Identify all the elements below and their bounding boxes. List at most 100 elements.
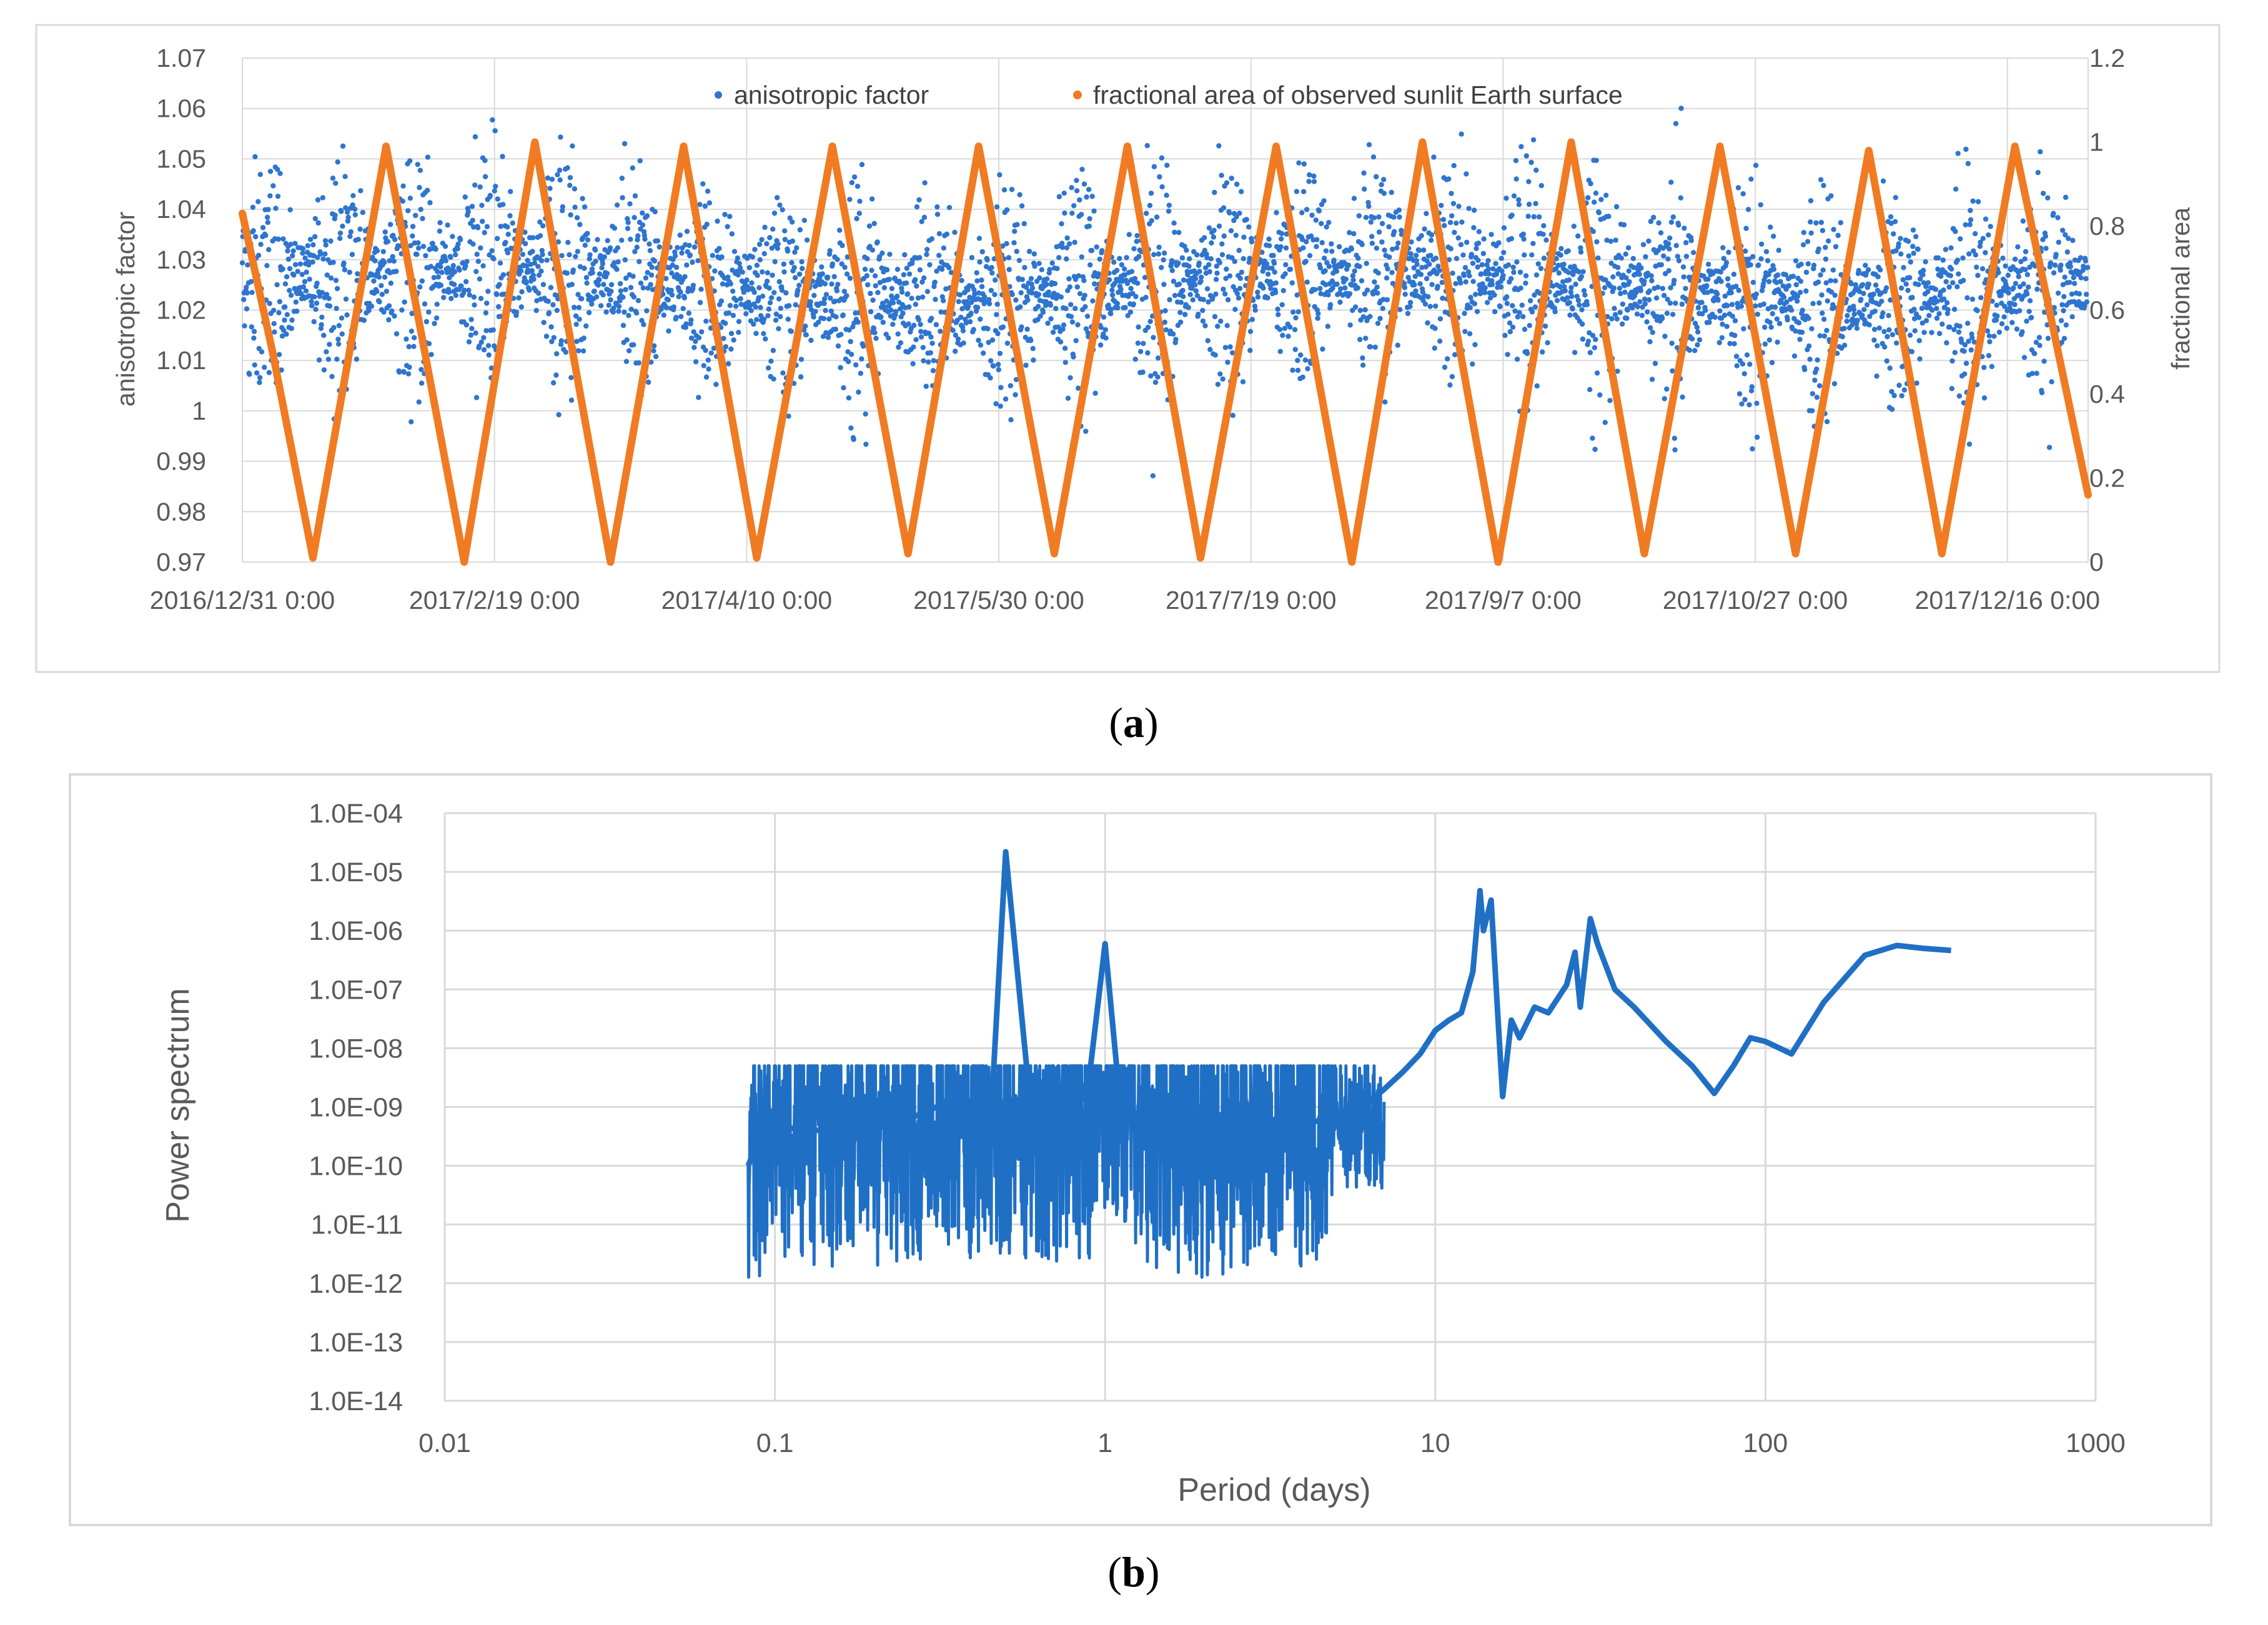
anisotropic-factor-point: [1265, 295, 1270, 301]
anisotropic-factor-point: [450, 234, 455, 239]
anisotropic-factor-point: [1511, 193, 1517, 199]
anisotropic-factor-point: [1705, 262, 1711, 267]
anisotropic-factor-point: [1642, 301, 1648, 307]
anisotropic-factor-point: [500, 272, 507, 278]
anisotropic-factor-point: [433, 315, 440, 321]
anisotropic-factor-point: [1092, 281, 1097, 287]
anisotropic-factor-point: [872, 273, 878, 279]
anisotropic-factor-point: [1357, 337, 1363, 342]
anisotropic-factor-point: [998, 403, 1003, 409]
anisotropic-factor-point: [1061, 322, 1067, 328]
chart-a-frame: [35, 24, 2221, 673]
anisotropic-factor-point: [259, 349, 265, 355]
anisotropic-factor-point: [1742, 397, 1748, 402]
anisotropic-factor-point: [1129, 269, 1135, 274]
anisotropic-factor-point: [434, 302, 440, 307]
anisotropic-factor-point: [896, 344, 901, 350]
anisotropic-factor-point: [1094, 244, 1099, 250]
anisotropic-factor-point: [844, 293, 849, 299]
anisotropic-factor-point: [1981, 395, 1988, 401]
anisotropic-factor-point: [2012, 302, 2018, 307]
anisotropic-factor-point: [1662, 333, 1668, 339]
anisotropic-factor-point: [1510, 324, 1516, 330]
anisotropic-factor-point: [1978, 295, 1984, 300]
anisotropic-factor-point: [1818, 177, 1824, 182]
anisotropic-factor-point: [352, 206, 358, 212]
anisotropic-factor-point: [1132, 275, 1138, 282]
anisotropic-factor-point: [977, 259, 983, 265]
anisotropic-factor-point: [1550, 283, 1556, 289]
anisotropic-factor-point: [808, 337, 814, 343]
anisotropic-factor-point: [1482, 290, 1488, 295]
anisotropic-factor-point: [690, 259, 695, 265]
anisotropic-factor-point: [1304, 239, 1309, 245]
anisotropic-factor-point: [785, 317, 791, 322]
anisotropic-factor-point: [1508, 235, 1515, 242]
anisotropic-factor-point: [1523, 153, 1529, 159]
anisotropic-factor-point: [721, 335, 726, 342]
anisotropic-factor-point: [1826, 238, 1831, 244]
anisotropic-factor-point: [389, 308, 395, 314]
anisotropic-factor-point: [1437, 338, 1443, 344]
anisotropic-factor-point: [668, 287, 674, 294]
anisotropic-factor-point: [334, 357, 340, 362]
anisotropic-factor-point: [710, 253, 716, 259]
anisotropic-factor-point: [1840, 333, 1845, 340]
anisotropic-factor-point: [1475, 264, 1480, 270]
anisotropic-factor-point: [1901, 387, 1908, 393]
anisotropic-factor-point: [691, 244, 698, 250]
anisotropic-factor-point: [349, 252, 355, 257]
anisotropic-factor-point: [2046, 445, 2053, 450]
anisotropic-factor-point: [1471, 225, 1477, 230]
anisotropic-factor-point: [1592, 199, 1597, 205]
anisotropic-factor-point: [536, 272, 542, 278]
anisotropic-factor-point: [1596, 210, 1602, 215]
anisotropic-factor-point: [1468, 295, 1473, 300]
anisotropic-factor-point: [1673, 243, 1679, 249]
anisotropic-factor-point: [1037, 314, 1043, 319]
anisotropic-factor-point: [851, 437, 856, 442]
anisotropic-factor-point: [1610, 274, 1616, 280]
anisotropic-factor-point: [570, 267, 576, 273]
anisotropic-factor-point: [1064, 235, 1070, 241]
anisotropic-factor-point: [1936, 311, 1942, 317]
anisotropic-factor-point: [906, 321, 911, 327]
anisotropic-factor-point: [1318, 291, 1324, 297]
anisotropic-factor-point: [768, 358, 774, 364]
anisotropic-factor-point: [1136, 254, 1142, 259]
anisotropic-factor-point: [886, 335, 891, 341]
anisotropic-factor-point: [1212, 189, 1217, 195]
anisotropic-factor-point: [1566, 270, 1572, 275]
anisotropic-factor-point: [1921, 267, 1926, 274]
anisotropic-factor-point: [1983, 216, 1989, 222]
anisotropic-factor-point: [1887, 365, 1893, 371]
anisotropic-factor-point: [1513, 158, 1519, 164]
anisotropic-factor-point: [473, 330, 478, 336]
anisotropic-factor-point: [1905, 287, 1911, 294]
anisotropic-factor-point: [2066, 235, 2071, 241]
anisotropic-factor-point: [335, 341, 342, 347]
anisotropic-factor-point: [544, 257, 550, 263]
anisotropic-factor-point: [428, 352, 434, 357]
chart-a-y-tick: 0.99: [156, 447, 206, 476]
anisotropic-factor-point: [726, 310, 732, 316]
anisotropic-factor-point: [385, 239, 391, 244]
anisotropic-factor-point: [741, 289, 747, 295]
anisotropic-factor-point: [1206, 299, 1211, 305]
anisotropic-factor-point: [898, 340, 904, 346]
anisotropic-factor-point: [969, 300, 974, 305]
anisotropic-factor-point: [661, 312, 666, 318]
anisotropic-factor-point: [1395, 240, 1401, 246]
anisotropic-factor-point: [1040, 309, 1046, 315]
anisotropic-factor-point: [1953, 186, 1959, 192]
anisotropic-factor-point: [302, 279, 308, 285]
anisotropic-factor-point: [1956, 329, 1962, 335]
anisotropic-factor-point: [1816, 300, 1822, 306]
anisotropic-factor-point: [1970, 198, 1976, 204]
anisotropic-factor-point: [1526, 201, 1532, 207]
anisotropic-factor-point: [1221, 287, 1226, 292]
anisotropic-factor-point: [658, 306, 664, 312]
anisotropic-factor-point: [1282, 325, 1288, 331]
anisotropic-factor-point: [1464, 239, 1470, 245]
anisotropic-factor-point: [916, 317, 922, 323]
